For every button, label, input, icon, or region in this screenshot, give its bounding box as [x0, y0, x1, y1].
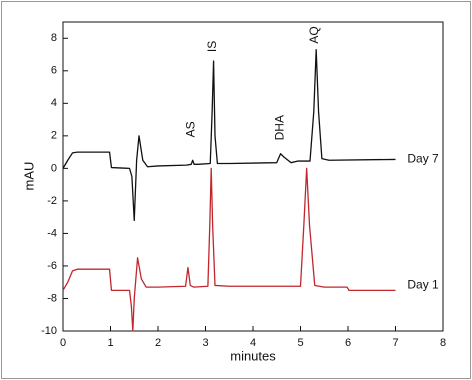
- annotation: Day 7: [407, 152, 439, 166]
- y-tick-label: -2: [47, 195, 57, 207]
- x-axis-title: minutes: [230, 348, 276, 363]
- annotation: Day 1: [407, 278, 439, 292]
- annotation: DHA: [273, 115, 287, 140]
- x-tick-label: 8: [440, 337, 446, 349]
- x-tick-label: 2: [155, 337, 161, 349]
- y-tick-label: -10: [41, 325, 57, 337]
- x-tick-label: 4: [250, 337, 256, 349]
- y-tick-label: 6: [51, 65, 57, 77]
- y-tick-label: 8: [51, 32, 57, 44]
- annotation: IS: [205, 41, 219, 52]
- y-tick-label: 2: [51, 130, 57, 142]
- series-line: [62, 49, 396, 222]
- y-axis-title: mAU: [21, 162, 36, 191]
- plot-frame: [62, 21, 444, 332]
- series-line: [62, 167, 396, 332]
- x-tick-label: 5: [297, 337, 303, 349]
- y-tick-label: 4: [51, 97, 57, 109]
- x-tick-label: 7: [392, 337, 398, 349]
- x-tick-label: 6: [345, 337, 351, 349]
- y-tick-label: 0: [51, 162, 57, 174]
- x-tick-label: 0: [60, 337, 66, 349]
- y-tick-label: -8: [47, 292, 57, 304]
- y-tick-label: -6: [47, 260, 57, 272]
- x-tick-label: 1: [107, 337, 113, 349]
- annotation: AS: [183, 121, 197, 137]
- x-tick-label: 3: [202, 337, 208, 349]
- annotation: AQ: [307, 26, 321, 43]
- y-tick-label: -4: [47, 227, 57, 239]
